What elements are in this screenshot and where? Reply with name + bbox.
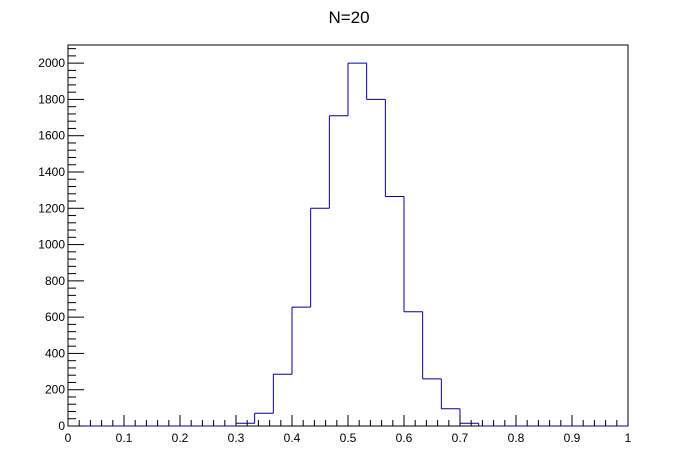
y-tick-label: 1600	[38, 129, 65, 143]
chart-title: N=20	[328, 8, 369, 27]
x-tick-label: 0.4	[284, 431, 301, 445]
x-tick-label: 0.7	[452, 431, 469, 445]
y-tick-label: 2000	[38, 56, 65, 70]
x-tick-label: 1	[625, 431, 632, 445]
x-tick-label: 0	[65, 431, 72, 445]
y-tick-label: 200	[45, 383, 65, 397]
y-tick-label: 800	[45, 274, 65, 288]
x-tick-label: 0.3	[228, 431, 245, 445]
x-tick-label: 0.9	[564, 431, 581, 445]
histogram-bars	[68, 62, 628, 427]
x-tick-label: 0.2	[172, 431, 189, 445]
x-tick-label: 0.8	[508, 431, 525, 445]
y-tick-label: 1400	[38, 165, 65, 179]
y-tick-label: 1800	[38, 92, 65, 106]
axis-ticks	[67, 48, 629, 427]
y-tick-label: 1200	[38, 201, 65, 215]
y-tick-label: 600	[45, 310, 65, 324]
y-tick-label: 0	[58, 419, 65, 433]
x-tick-label: 0.1	[116, 431, 133, 445]
y-tick-label: 400	[45, 346, 65, 360]
x-tick-label: 0.6	[396, 431, 413, 445]
axis-tick-labels: 0 0.1 0.2 0.3 0.4 0.5 0.6 0.7 0.8 0.9 1 0 200 400 600 8…	[38, 56, 631, 445]
y-tick-label: 1000	[38, 238, 65, 252]
x-tick-label: 0.5	[340, 431, 357, 445]
